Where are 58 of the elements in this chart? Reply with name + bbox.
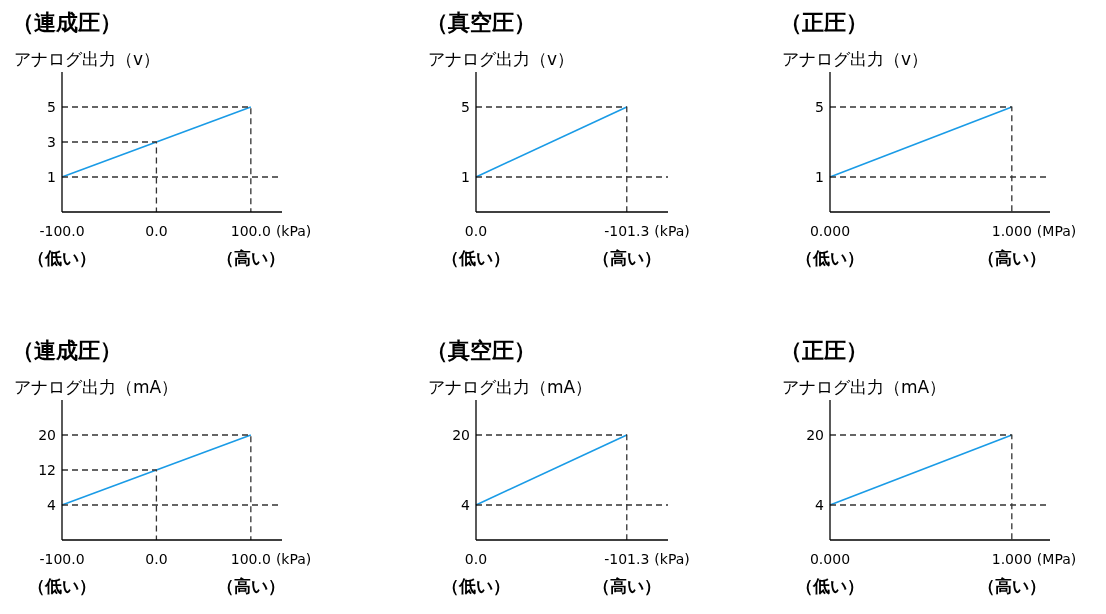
y-axis-title: アナログ出力（mA） [428, 377, 593, 397]
chart-title: （正圧） [780, 338, 868, 363]
text: （高い） [592, 248, 661, 268]
text: （高い） [216, 248, 285, 268]
x-axis-title: (kPa) [275, 551, 312, 567]
y-axis-title: アナログ出力（mA） [782, 377, 947, 397]
chart-title: （連成圧） [12, 338, 122, 363]
y-tick-label: 4 [815, 497, 825, 513]
y-tick-label: 5 [47, 99, 56, 115]
x-tick-label: 1.000 [991, 551, 1032, 567]
text: （高い） [977, 248, 1046, 268]
x-tick-label: -101.3 [604, 551, 650, 567]
x-tick-label: 100.0 [230, 551, 271, 567]
x-tick-label: 100.0 [230, 223, 271, 239]
x-tick-label: 1.000 [991, 223, 1032, 239]
x-tick-label: -101.3 [604, 223, 650, 239]
x-tick-label: 0.000 [809, 223, 851, 239]
x-axis-title: (kPa) [654, 223, 690, 239]
y-axis-title: アナログ出力（v） [782, 49, 929, 69]
y-tick-label: 20 [806, 427, 824, 443]
x-tick-label: 0.0 [464, 223, 488, 239]
text: （高い） [977, 576, 1046, 596]
y-tick-label: 4 [461, 497, 471, 513]
chart-title: （真空圧） [426, 10, 536, 35]
chart-title: （真空圧） [426, 338, 536, 363]
y-tick-label: 20 [452, 427, 470, 443]
text: （高い） [216, 576, 285, 596]
text: （低い） [28, 248, 96, 268]
text: （低い） [28, 576, 96, 596]
y-axis-title: アナログ出力（mA） [14, 377, 179, 397]
y-tick-label: 3 [47, 134, 56, 150]
y-axis-title: アナログ出力（v） [428, 49, 575, 69]
chart-title: （連成圧） [12, 10, 122, 35]
y-tick-label: 5 [461, 99, 470, 115]
text: （低い） [442, 576, 510, 596]
y-tick-label: 12 [38, 462, 56, 478]
text: （低い） [796, 576, 864, 596]
text: （高い） [592, 576, 661, 596]
x-tick-label: 0.000 [809, 551, 851, 567]
y-tick-label: 1 [47, 169, 56, 185]
x-tick-label: 0.0 [145, 551, 168, 567]
x-tick-label: -100.0 [39, 223, 85, 239]
y-tick-label: 5 [815, 99, 824, 115]
x-tick-label: 0.0 [145, 223, 168, 239]
text: （低い） [796, 248, 864, 268]
y-tick-label: 1 [461, 169, 470, 185]
y-tick-label: 4 [47, 497, 57, 513]
x-axis-title: (kPa) [275, 223, 312, 239]
text: （低い） [442, 248, 510, 268]
x-axis-title: (kPa) [654, 551, 690, 567]
x-tick-label: -100.0 [39, 551, 85, 567]
chart-title: （正圧） [780, 10, 868, 35]
x-tick-label: 0.0 [464, 551, 488, 567]
x-axis-title: (MPa) [1036, 551, 1077, 567]
y-tick-label: 20 [38, 427, 56, 443]
y-axis-title: アナログ出力（v） [14, 49, 161, 69]
y-tick-label: 1 [815, 169, 824, 185]
x-axis-title: (MPa) [1036, 223, 1077, 239]
